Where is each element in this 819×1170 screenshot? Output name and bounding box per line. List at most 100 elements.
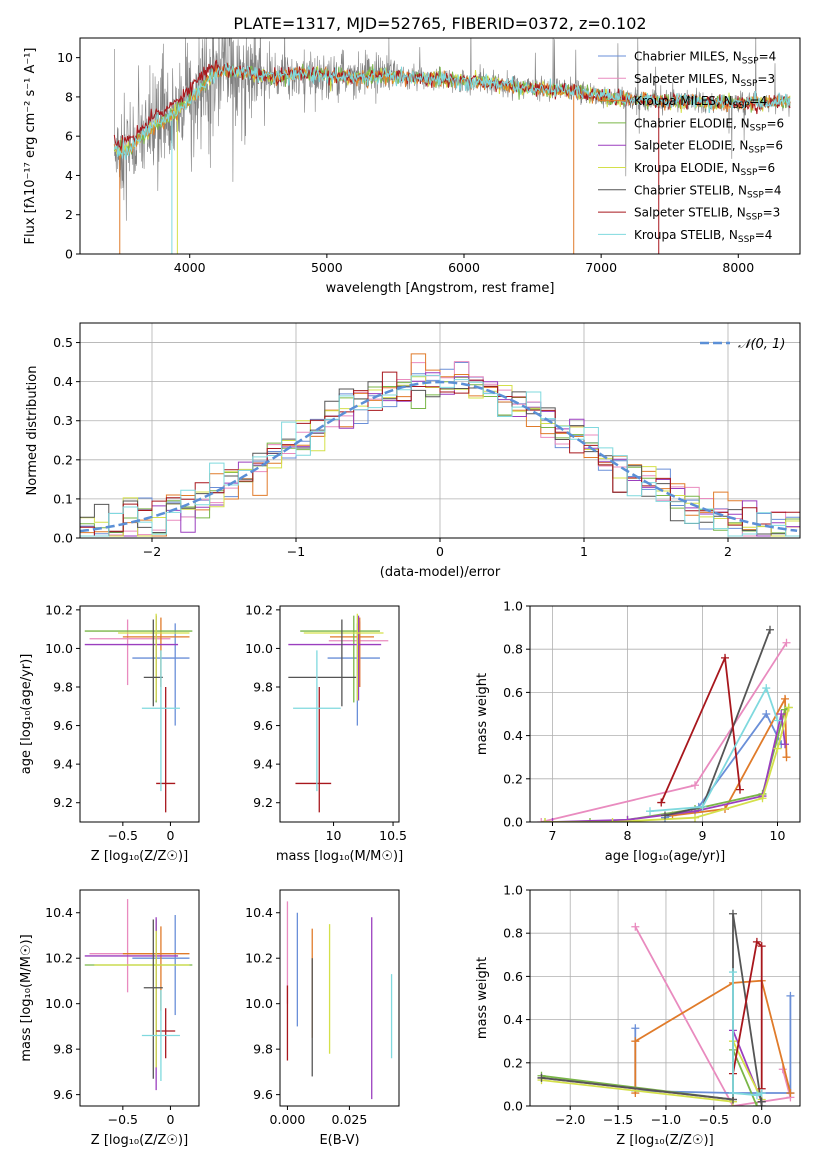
y-tick-label: 10.4 <box>45 905 73 920</box>
residuals-frame <box>79 322 801 539</box>
plus-marker <box>758 794 767 803</box>
plus-marker <box>777 710 786 718</box>
errorbar-chabrier-stelib <box>143 619 163 707</box>
y-tick-label: 9.8 <box>53 680 73 695</box>
errorbar-chabrier-stelib <box>143 919 163 1079</box>
plus-marker <box>728 968 737 977</box>
x-tick-label: −0.5 <box>699 1112 729 1127</box>
legend-label: Kroupa ELODIE, NSSP=6 <box>634 161 775 178</box>
y-tick-label: 0.0 <box>503 815 523 830</box>
errorbar-salpeter-elodie <box>288 615 382 701</box>
y-tick-label: 9.2 <box>53 795 73 810</box>
y-axis-label: mass [log₁₀(M/M☉)] <box>19 934 34 1061</box>
weight_vs_age-frame <box>529 605 801 823</box>
x-tick-label: 10 <box>326 828 342 843</box>
plus-marker <box>773 716 782 725</box>
x-tick-label: 7000 <box>585 260 617 275</box>
x-tick-label: 0.0 <box>752 1112 772 1127</box>
histogram-salpeter-elodie <box>80 372 800 537</box>
plus-marker <box>786 991 795 1000</box>
legend-label: Chabrier MILES, NSSP=4 <box>634 50 776 67</box>
y-tick-label: 10.2 <box>45 602 73 617</box>
normal-curve <box>80 380 798 533</box>
plus-marker <box>766 625 774 634</box>
x-tick-label: −0.5 <box>108 828 138 843</box>
x-tick-label: 1 <box>580 544 588 559</box>
x-tick-label: 10 <box>770 828 786 843</box>
mass_vs_ebv-points <box>286 901 393 1100</box>
residuals-axes: −2 −1 0 1 2 0.0 0.1 0.2 0.3 0.4 0.5 (data-model)/er… <box>25 323 800 580</box>
plus-marker <box>752 1102 761 1106</box>
plus-marker <box>757 1089 766 1098</box>
x-axis-label: age [log₁₀(age/yr)] <box>605 849 726 864</box>
histogram-chabrier-stelib <box>80 381 800 537</box>
y-tick-label: 0.4 <box>503 1012 523 1027</box>
errorbar-kroupa-elodie <box>94 930 190 1068</box>
y-tick-label: 0.5 <box>53 335 73 350</box>
errorbar-chabrier-elodie <box>84 615 193 703</box>
y-tick-label: 10.0 <box>245 996 273 1011</box>
y-tick-label: 1.0 <box>503 883 523 898</box>
plus-marker <box>541 818 549 822</box>
plus-marker <box>781 740 789 749</box>
x-tick-label: 8 <box>624 828 632 843</box>
y-tick-label: 9.8 <box>53 1042 73 1057</box>
x-axis-label: wavelength [Angstrom, rest frame] <box>326 281 555 296</box>
x-tick-label: 0 <box>166 828 174 843</box>
legend-label: Kroupa MILES, NSSP=4 <box>634 94 767 111</box>
weight_vs_age-lines <box>537 625 793 822</box>
age_vs_mass-axes: 10 10.5 9.2 9.4 9.6 9.8 10.0 10.2 mass [log₁₀(M/… <box>245 602 407 864</box>
spectrum-axes: 4000 5000 6000 7000 8000 0 2 4 6 8 10 wavelength [A… <box>23 48 754 297</box>
plus-marker <box>691 813 699 822</box>
x-tick-label: −0.5 <box>108 1112 138 1127</box>
weight_vs_Z-frame <box>529 889 801 1107</box>
legend-label: Salpeter STELIB, NSSP=3 <box>634 206 780 223</box>
y-tick-label: 9.6 <box>53 718 73 733</box>
y-axis-label: mass weight <box>475 957 490 1039</box>
x-tick-label: 7 <box>549 828 557 843</box>
weight-line-chabrier-miles <box>634 995 792 1094</box>
y-tick-label: 9.4 <box>53 757 73 772</box>
y-tick-label: 0.6 <box>503 685 523 700</box>
y-tick-label: 0.2 <box>503 771 523 786</box>
y-tick-label: 0.0 <box>503 1099 523 1114</box>
y-tick-label: 0.2 <box>503 1055 523 1070</box>
plus-marker <box>782 638 791 647</box>
weight-line-kroupa-miles <box>634 979 792 1094</box>
x-tick-label: 0 <box>436 544 444 559</box>
y-tick-label: 9.6 <box>53 1087 73 1102</box>
plus-marker <box>537 818 546 822</box>
legend-label: Chabrier STELIB, NSSP=4 <box>634 183 782 200</box>
x-tick-label: 0 <box>166 1112 174 1127</box>
y-tick-label: 9.4 <box>253 757 273 772</box>
weight-line-kroupa-stelib <box>649 685 779 813</box>
errorbar-chabrier-stelib <box>288 619 357 707</box>
normal-legend-label: 𝒩(0, 1) <box>738 337 785 352</box>
x-axis-label: mass [log₁₀(M/M☉)] <box>276 849 403 864</box>
weight_vs_Z-axes: −2.0 −1.5 −1.0 −0.5 0.0 0.0 0.2 0.4 0.6 0.8 1.0 Z [… <box>475 883 800 1148</box>
y-tick-label: 0 <box>65 247 73 262</box>
plus-marker <box>721 653 729 662</box>
y-tick-label: 8 <box>65 89 73 104</box>
x-axis-label: Z [log₁₀(Z/Z☉)] <box>91 849 188 864</box>
errorbar-kroupa-elodie <box>303 613 384 701</box>
plus-marker <box>728 909 737 918</box>
weight-line-salpeter-stelib <box>660 654 741 803</box>
plus-marker <box>631 1024 640 1033</box>
plus-marker <box>786 1089 795 1098</box>
y-tick-label: 0.0 <box>53 531 73 546</box>
weight-line-chabrier-stelib <box>664 629 771 817</box>
y-tick-label: 10.0 <box>245 641 273 656</box>
weight_vs_Z-lines <box>537 909 795 1106</box>
legend-label: Kroupa STELIB, NSSP=4 <box>634 228 772 245</box>
mass_vs_Z-frame <box>79 889 200 1107</box>
weight_vs_age-axes: 7 8 9 10 0.0 0.2 0.4 0.6 0.8 1.0 age [log₁₀(age/yr… <box>475 599 800 864</box>
plus-marker <box>762 684 771 693</box>
y-tick-label: 10.0 <box>45 996 73 1011</box>
x-axis-label: Z [log₁₀(Z/Z☉)] <box>616 1133 713 1148</box>
errorbar-salpeter-miles <box>89 619 171 686</box>
y-tick-label: 4 <box>65 168 73 183</box>
plus-marker <box>752 937 761 946</box>
